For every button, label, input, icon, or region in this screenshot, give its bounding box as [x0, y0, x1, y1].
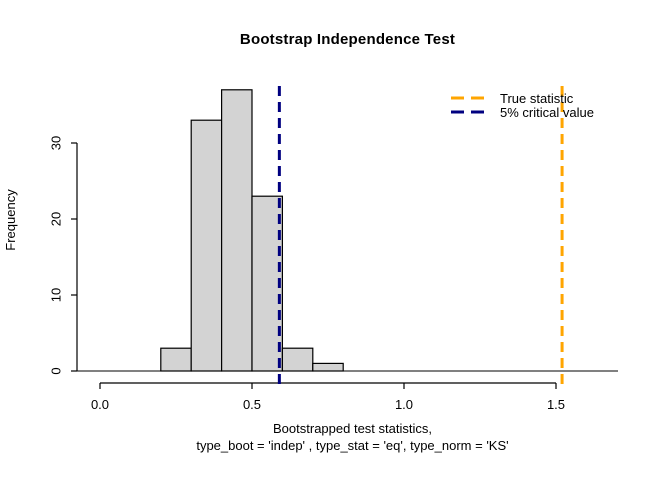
histogram-bar	[190, 119, 223, 372]
y-tick-label: 30	[49, 136, 64, 150]
y-tick-label: 10	[49, 288, 64, 302]
legend-dashed-line-swatch	[451, 96, 491, 100]
legend-item: 5% critical value	[451, 104, 594, 120]
x-axis-label-line2: type_boot = 'indep' , type_stat = 'eq', …	[196, 438, 509, 453]
x-tick-label: 0.0	[91, 397, 109, 412]
x-tick-label: 1.0	[395, 397, 413, 412]
x-tick-label: 1.5	[547, 397, 565, 412]
y-axis-label: Frequency	[3, 189, 18, 251]
legend-label: True statistic	[500, 90, 574, 106]
y-tick-label: 20	[49, 212, 64, 226]
legend-dashed-line-swatch	[451, 110, 491, 114]
legend: True statistic 5% critical value	[451, 90, 594, 120]
y-tick-label: 0	[49, 367, 64, 374]
chart-title: Bootstrap Independence Test	[239, 31, 456, 48]
legend-label: 5% critical value	[500, 104, 594, 120]
histogram-bar	[281, 347, 314, 372]
x-axis-label-line1: Bootstrapped test statistics,	[273, 421, 432, 436]
histogram-bar	[221, 89, 253, 372]
histogram-bar	[312, 362, 344, 372]
x-tick-label: 0.5	[243, 397, 261, 412]
histogram-bar	[251, 195, 283, 372]
legend-item: True statistic	[451, 90, 594, 106]
histogram-bar	[160, 347, 192, 372]
